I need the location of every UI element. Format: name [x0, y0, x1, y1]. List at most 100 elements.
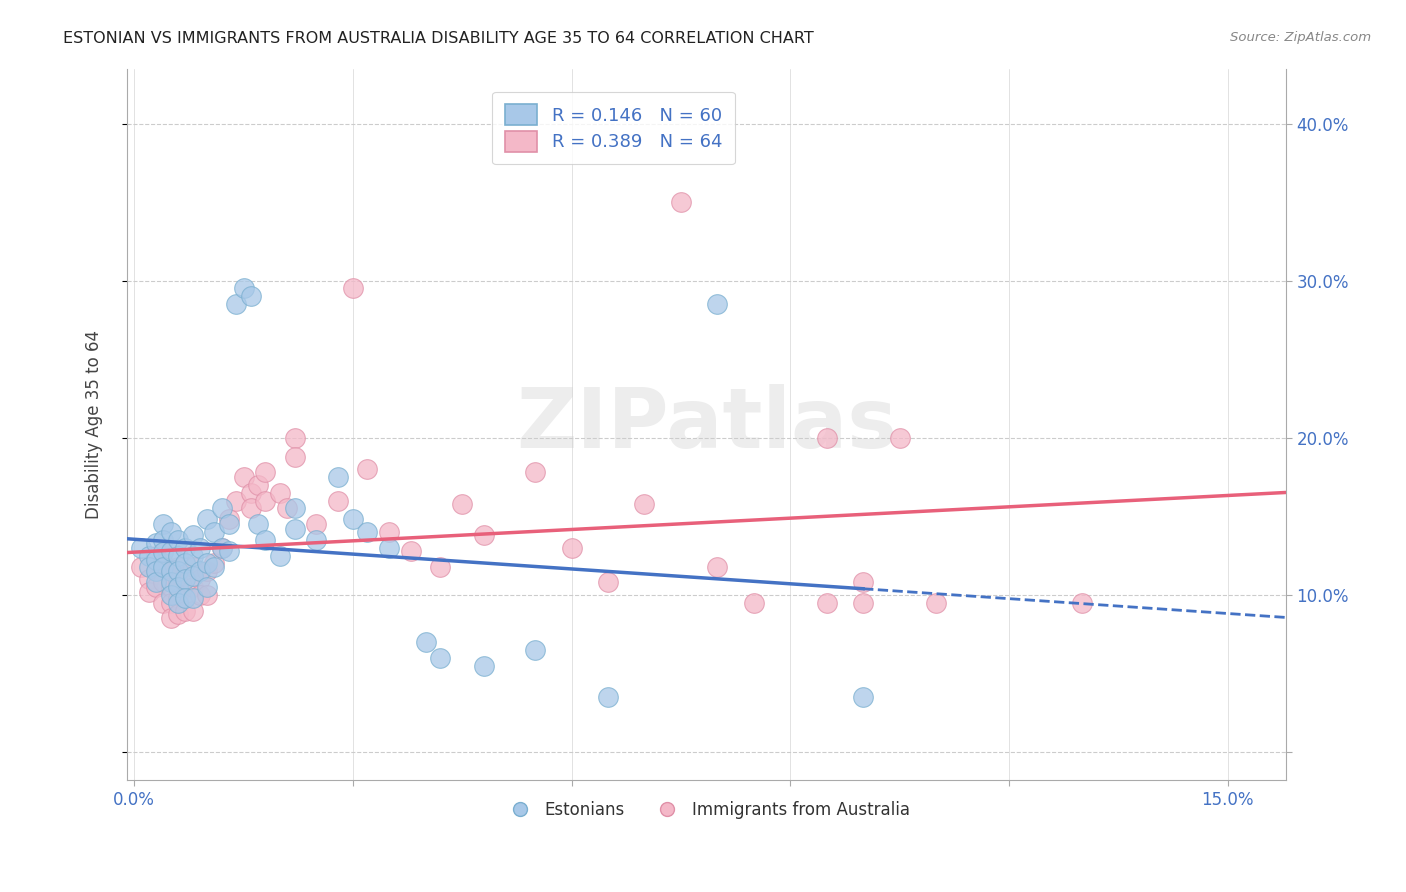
Point [131, 559, 153, 574]
Point [174, 591, 197, 605]
Point [167, 580, 190, 594]
Point [195, 580, 218, 594]
Point [254, 466, 277, 480]
Point [472, 528, 495, 542]
Point [181, 580, 204, 594]
Point [269, 549, 291, 563]
Point [356, 524, 378, 539]
Point [159, 564, 181, 578]
Point [342, 281, 364, 295]
Point [145, 549, 167, 563]
Point [145, 564, 167, 578]
Point [188, 588, 211, 602]
Point [305, 533, 328, 547]
Point [167, 549, 190, 563]
Point [451, 497, 474, 511]
Point [188, 564, 211, 578]
Point [596, 575, 619, 590]
Point [174, 569, 197, 583]
Point [232, 281, 254, 295]
Point [356, 462, 378, 476]
Point [218, 544, 240, 558]
Point [181, 569, 204, 583]
Point [167, 559, 190, 574]
Point [145, 580, 167, 594]
Point [225, 297, 247, 311]
Point [815, 596, 838, 610]
Point [131, 541, 153, 555]
Point [561, 541, 583, 555]
Point [269, 485, 291, 500]
Point [524, 466, 547, 480]
Point [284, 431, 307, 445]
Point [342, 512, 364, 526]
Point [239, 485, 262, 500]
Point [181, 559, 204, 574]
Point [195, 557, 218, 571]
Point [706, 297, 728, 311]
Point [167, 533, 190, 547]
Point [181, 604, 204, 618]
Point [328, 493, 350, 508]
Point [633, 497, 655, 511]
Point [167, 564, 190, 578]
Point [415, 635, 437, 649]
Point [472, 658, 495, 673]
Point [159, 544, 181, 558]
Point [174, 572, 197, 586]
Point [378, 541, 401, 555]
Point [218, 512, 240, 526]
Point [138, 572, 160, 586]
Point [159, 564, 181, 578]
Point [152, 545, 174, 559]
Point [596, 690, 619, 704]
Point [159, 524, 181, 539]
Point [742, 596, 765, 610]
Point [254, 493, 277, 508]
Point [174, 541, 197, 555]
Point [225, 493, 247, 508]
Point [174, 588, 197, 602]
Point [152, 575, 174, 590]
Point [284, 450, 307, 464]
Point [202, 559, 225, 574]
Point [276, 501, 298, 516]
Point [174, 557, 197, 571]
Point [188, 541, 211, 555]
Point [195, 512, 218, 526]
Point [181, 549, 204, 563]
Point [429, 650, 451, 665]
Point [247, 517, 270, 532]
Point [181, 528, 204, 542]
Point [378, 524, 401, 539]
Point [706, 559, 728, 574]
Point [159, 580, 181, 594]
Point [211, 501, 233, 516]
Text: ZIPatlas: ZIPatlas [516, 384, 897, 465]
Point [669, 195, 692, 210]
Point [152, 559, 174, 574]
Point [159, 596, 181, 610]
Point [138, 559, 160, 574]
Point [167, 596, 190, 610]
Point [152, 557, 174, 571]
Point [167, 591, 190, 605]
Point [195, 564, 218, 578]
Point [202, 524, 225, 539]
Point [152, 533, 174, 547]
Point [889, 431, 911, 445]
Point [925, 596, 948, 610]
Point [239, 501, 262, 516]
Point [138, 549, 160, 563]
Point [284, 501, 307, 516]
Point [1070, 596, 1092, 610]
Point [328, 470, 350, 484]
Point [152, 596, 174, 610]
Point [399, 544, 422, 558]
Point [145, 575, 167, 590]
Point [174, 604, 197, 618]
Text: Source: ZipAtlas.com: Source: ZipAtlas.com [1230, 31, 1371, 45]
Point [159, 611, 181, 625]
Point [152, 517, 174, 532]
Point [218, 517, 240, 532]
